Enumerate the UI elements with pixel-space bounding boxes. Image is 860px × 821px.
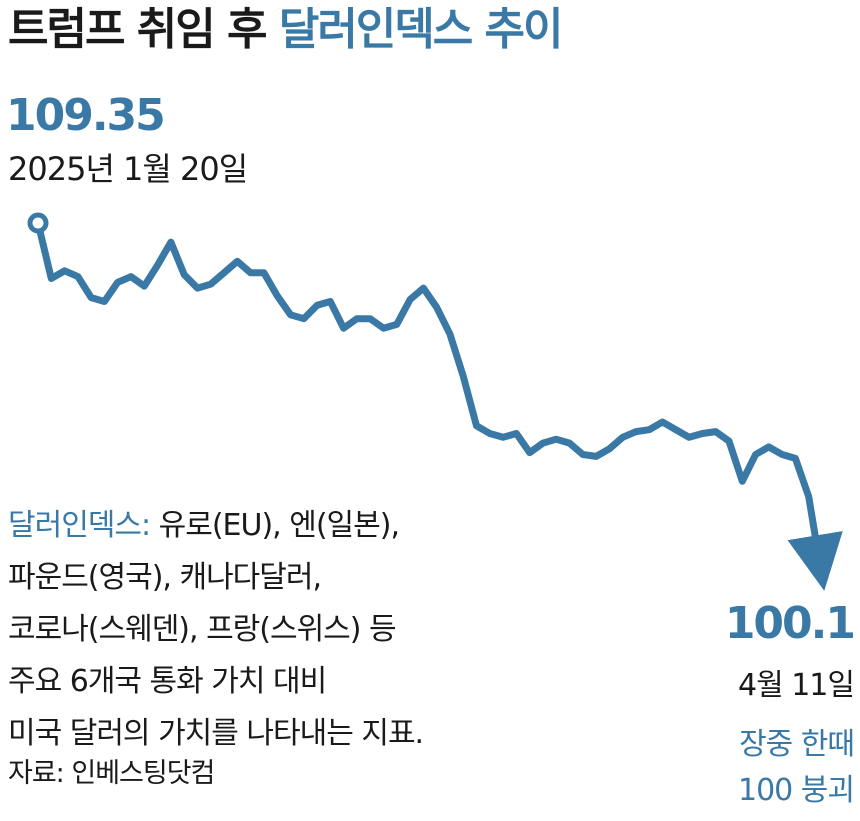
chart-title-highlight: 달러인덱스 추이 [278, 4, 564, 55]
end-note-line-1: 장중 한때 [739, 727, 855, 762]
chart-title-prefix: 트럼프 취임 후 [8, 4, 279, 55]
end-value-label: 100.1 [724, 598, 856, 649]
definition-line-1-text: 유로(EU), 엔(일본), [150, 508, 400, 543]
definition-line-4: 주요 6개국 통화 가치 대비 [8, 664, 327, 699]
plot-area [27, 212, 843, 591]
chart-title: 트럼프 취임 후 달러인덱스 추이 [8, 4, 564, 57]
start-date-label: 2025년 1월 20일 [8, 150, 248, 188]
source-note: 자료: 인베스팅닷컴 [8, 758, 215, 789]
definition-term: 달러인덱스: [8, 508, 151, 543]
start-point-marker [27, 212, 49, 234]
start-value-label: 109.35 [6, 90, 166, 141]
end-note: 장중 한때 100 붕괴 [738, 722, 855, 814]
definition-line-5: 미국 달러의 가치를 나타내는 지표. [8, 716, 424, 751]
definition-line-2: 파운드(영국), 캐나다달러, [8, 560, 322, 595]
end-note-line-2: 100 붕괴 [738, 773, 855, 808]
definition-line-1: 달러인덱스: 유로(EU), 엔(일본), [8, 500, 423, 552]
series-line [34, 219, 843, 591]
end-date-label: 4월 11일 [738, 668, 855, 703]
definition-note: 달러인덱스: 유로(EU), 엔(일본), 파운드(영국), 캐나다달러, 코로… [8, 500, 424, 760]
definition-line-3: 코로나(스웨덴), 프랑(스위스) 등 [8, 612, 397, 647]
